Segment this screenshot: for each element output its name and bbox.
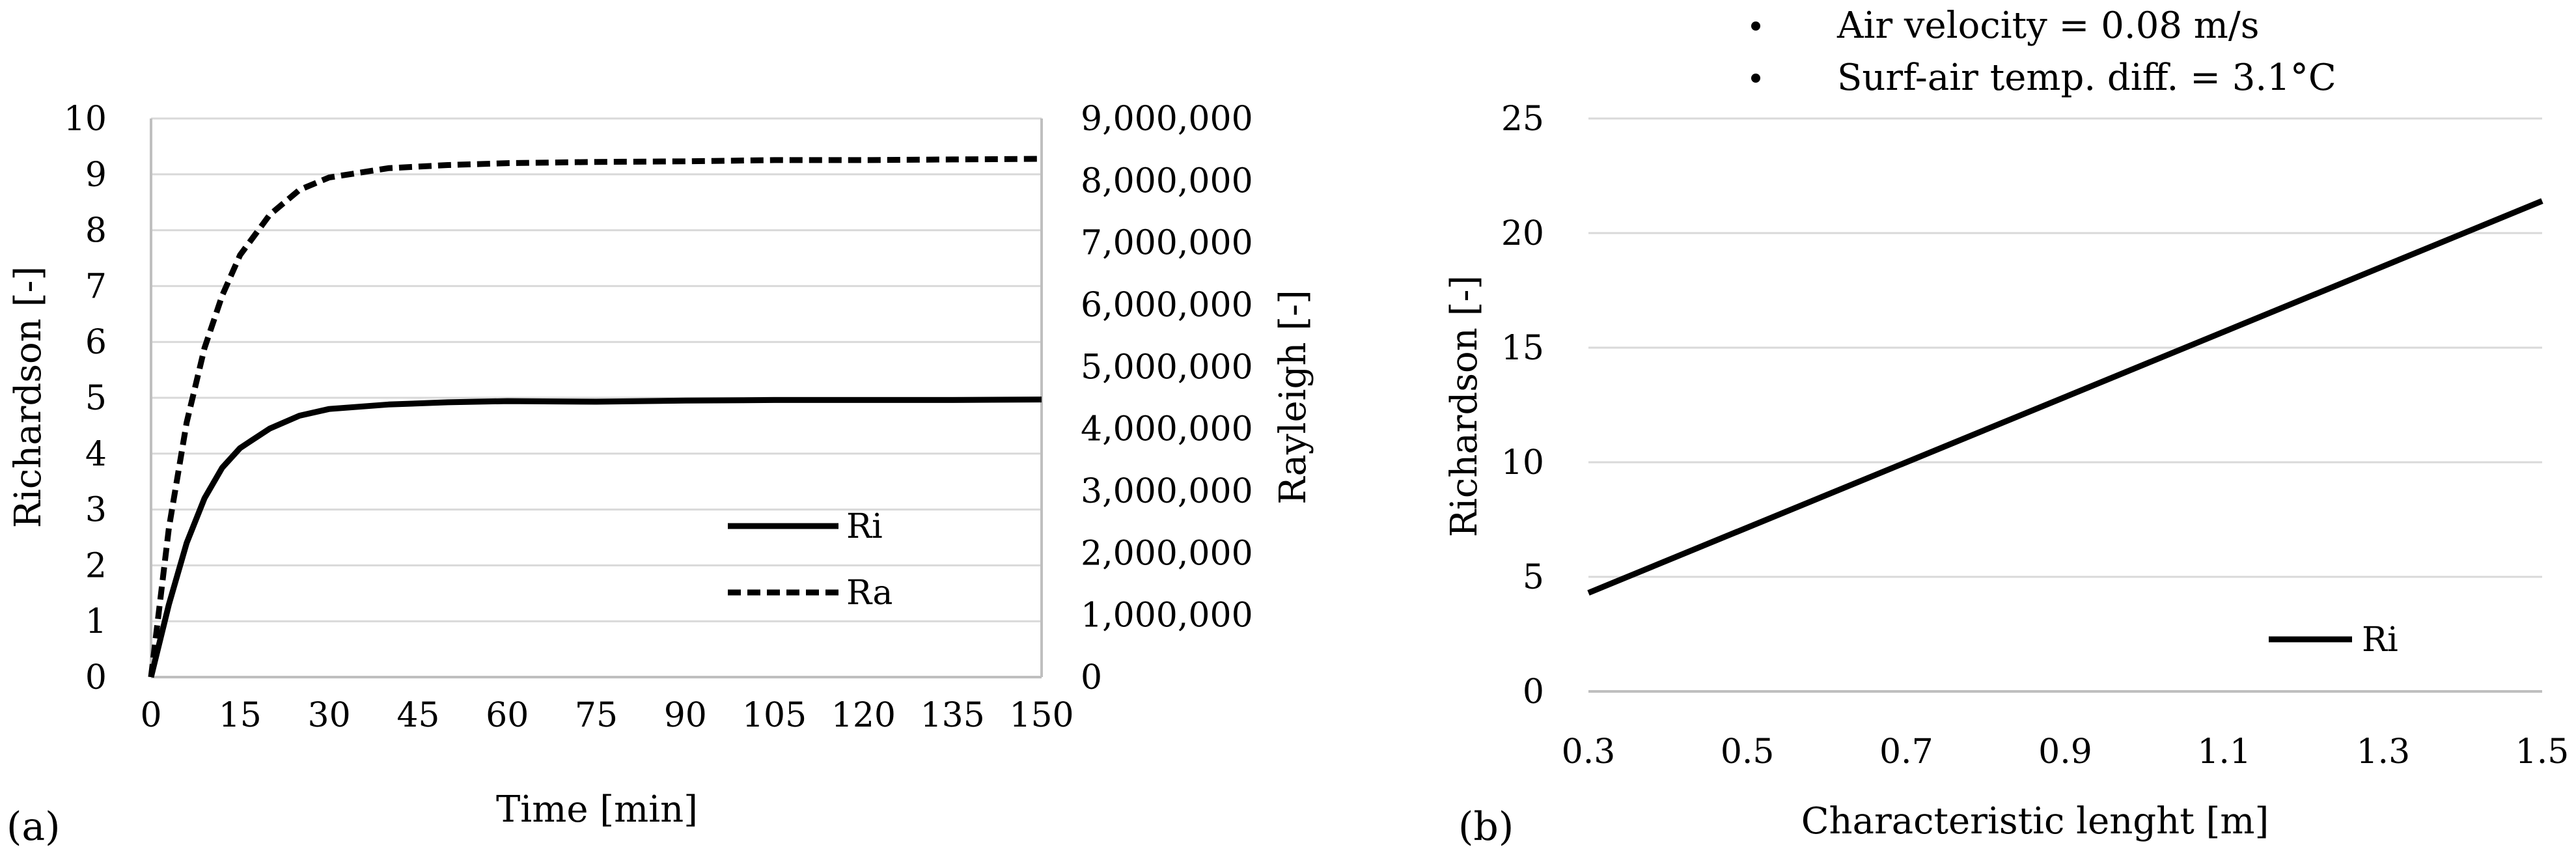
chart-b-x-tick-label: 0.9 [2038,732,2092,772]
chart-a-y2-tick-label: 2,000,000 [1081,534,1253,573]
chart-a-y2-axis-title: Rayleigh [-] [1272,290,1314,505]
chart-b-y-tick-label: 0 [1523,673,1544,712]
chart-a-y-tick-label: 7 [85,267,107,306]
chart-b-series-ri-line [1587,198,2543,596]
chart-b-x-tick-labels: 0.3 0.5 0.7 0.9 1.1 1.3 1.5 [1562,732,2569,772]
chart-b-panel-label: (b) [1458,804,1514,850]
chart-b-gridlines [1588,117,2542,578]
chart-a-y-tick-label: 6 [85,323,107,362]
chart-a-x-tick-label: 30 [308,696,351,735]
chart-b-legend-ri-label: Ri [2362,620,2398,660]
chart-a-y-tick-label: 10 [64,100,107,139]
chart-b-y-tick-label: 20 [1501,214,1544,253]
chart-a-y2-tick-label: 7,000,000 [1081,224,1253,263]
chart-a-y-tick-label: 2 [85,546,107,585]
chart-a-y2-tick-label: 1,000,000 [1081,596,1253,635]
chart-a-y-tick-label: 4 [85,435,107,474]
chart-b-x-tick-label: 1.1 [2197,732,2251,772]
chart-a-legend-ra-label: Ra [846,574,893,613]
chart-b-annotations: Air velocity = 0.08 m/s Surf-air temp. d… [1751,5,2336,99]
chart-a-x-tick-label: 120 [831,696,896,735]
chart-b-series [1587,198,2543,596]
chart-a-y-tick-label: 9 [85,156,107,195]
chart-a-x-tick-label: 75 [575,696,618,735]
chart-a-y2-tick-label: 0 [1081,658,1102,697]
chart-b-y-tick-label: 15 [1501,329,1544,368]
chart-a-legend: Ri Ra [728,507,893,613]
chart-b: 0.3 0.5 0.7 0.9 1.1 1.3 1.5 0 5 10 15 20 25 Charact… [1443,5,2569,850]
chart-a-x-tick-label: 60 [486,696,529,735]
chart-a-y2-tick-labels: 0 1,000,000 2,000,000 3,000,000 4,000,000 5,0… [1081,100,1253,697]
chart-a-y-axis-title: Richardson [-] [7,266,49,528]
chart-a-y-tick-labels: 0 1 2 3 4 5 6 7 8 9 10 [64,100,107,697]
chart-a-y-tick-label: 3 [85,491,107,530]
chart-b-legend: Ri [2269,620,2398,660]
chart-a-series [148,156,1042,678]
chart-b-y-tick-labels: 0 5 10 15 20 25 [1501,100,1544,712]
chart-a-y-tick-label: 0 [85,658,107,697]
chart-a-y2-tick-label: 6,000,000 [1081,286,1253,325]
chart-a-gridlines [151,117,1042,622]
chart-a-y2-tick-label: 3,000,000 [1081,472,1253,511]
chart-b-annotation-air-velocity: Air velocity = 0.08 m/s [1836,5,2259,47]
chart-b-y-axis-title: Richardson [-] [1443,275,1486,537]
chart-a-x-tick-label: 0 [140,696,161,735]
chart-a-x-tick-labels: 0 15 30 45 60 75 90 105 120 135 150 [140,696,1073,735]
chart-b-annotation-bullet [1751,21,1760,31]
chart-a-panel-label: (a) [7,804,61,850]
chart-b-x-tick-label: 0.5 [1721,732,1775,772]
chart-a-series-ra-line [148,156,1042,678]
chart-b-y-tick-label: 5 [1523,558,1544,597]
chart-a-y2-tick-label: 9,000,000 [1081,100,1253,139]
chart-a-y2-tick-label: 8,000,000 [1081,161,1253,201]
chart-b-y-tick-label: 10 [1501,443,1544,482]
chart-a-y-tick-label: 8 [85,212,107,251]
chart-b-x-axis-title: Characteristic lenght [m] [1801,800,2269,842]
chart-b-x-tick-label: 0.7 [1879,732,1933,772]
chart-a-y-tick-label: 5 [85,379,107,418]
chart-a-y2-tick-label: 5,000,000 [1081,348,1253,387]
chart-a-x-tick-label: 45 [396,696,439,735]
chart-a-x-tick-label: 15 [219,696,262,735]
chart-a-x-axis-title: Time [min] [496,788,698,831]
chart-a-x-tick-label: 105 [742,696,807,735]
chart-b-x-tick-label: 1.5 [2515,732,2569,772]
chart-b-x-tick-label: 1.3 [2356,732,2410,772]
chart-a-x-tick-label: 135 [921,696,985,735]
chart-a-series-ri-line [148,396,1042,678]
chart-a-y2-tick-label: 4,000,000 [1081,410,1253,449]
chart-a-x-tick-label: 90 [664,696,707,735]
chart-b-x-tick-label: 0.3 [1562,732,1616,772]
chart-a-x-tick-label: 150 [1009,696,1073,735]
chart-b-y-tick-label: 25 [1501,100,1544,139]
chart-a-legend-ri-label: Ri [846,507,883,546]
chart-b-annotation-temp-diff: Surf-air temp. diff. = 3.1°C [1837,57,2336,99]
chart-a-y-tick-label: 1 [85,602,107,641]
chart-b-annotation-bullet [1751,74,1760,83]
